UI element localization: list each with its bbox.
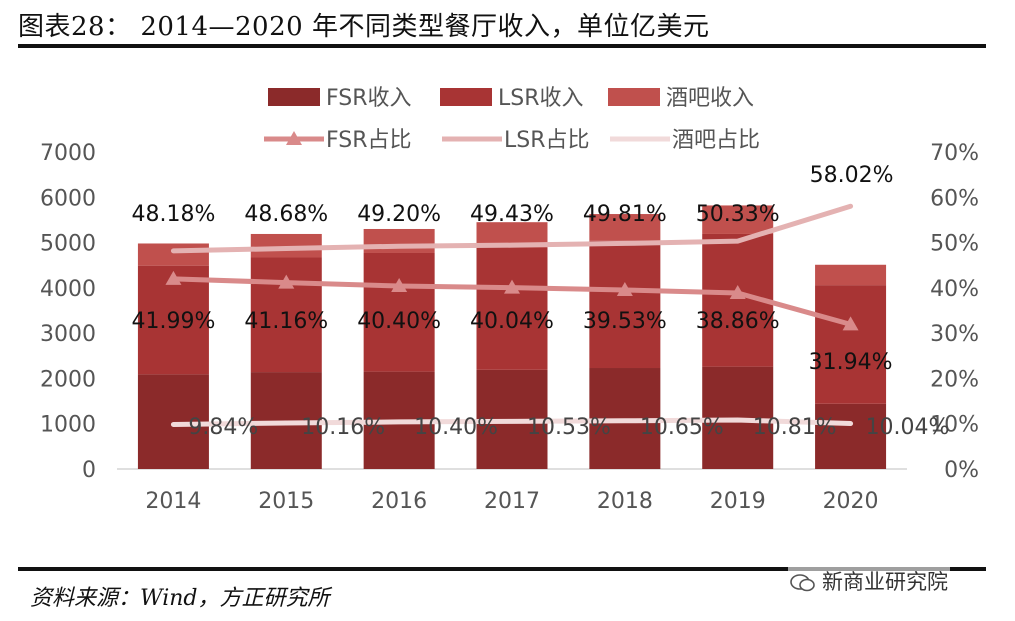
x-axis: 2014 2015 2016 2017 2018 2019 2020 [117,468,907,514]
right-tick-label: 40% [930,277,979,302]
left-tick-label: 4000 [40,277,96,302]
bar-share-label: 10.16% [301,415,385,440]
left-tick-label: 3000 [40,322,96,347]
fsr-share-label: 41.16% [244,309,328,334]
lsr-share-line [170,203,854,254]
legend-lsr-revenue-label: LSR收入 [498,86,584,111]
right-tick-label: 30% [930,322,979,347]
bar-share-label: 10.04% [866,415,950,440]
right-y-axis: 0% 10% 20% 30% 40% 50% 60% 70% [930,141,979,483]
lsr-share-label: 50.33% [696,202,780,227]
bar-fsr-2020 [815,403,887,469]
right-tick-label: 0% [944,458,979,483]
fsr-share-label: 39.53% [583,309,667,334]
fsr-share-label: 38.86% [696,309,780,334]
fsr-share-label: 31.94% [809,350,893,375]
right-tick-label: 60% [930,186,979,211]
x-tick-label: 2019 [710,489,766,514]
x-tick-label: 2014 [145,489,201,514]
left-tick-label: 6000 [40,186,96,211]
lsr-share-label: 48.18% [131,202,215,227]
fsr-share-marker [278,274,295,289]
title-rule [18,44,986,48]
left-tick-label: 7000 [40,141,96,166]
bar-share-label: 9.84% [188,415,258,440]
legend-fsr-share-label: FSR占比 [326,128,412,153]
right-tick-label: 10% [930,413,979,438]
right-tick-label: 20% [930,367,979,392]
line-series [165,203,859,427]
left-tick-label: 5000 [40,232,96,257]
source-note: 资料来源：Wind，方正研究所 [30,586,330,611]
fsr-share-marker [391,278,408,293]
x-tick-label: 2017 [484,489,540,514]
x-tick-label: 2018 [597,489,653,514]
watermark-text: 新商业研究院 [822,570,948,594]
bar-share-label: 10.40% [414,415,498,440]
fsr-share-label: 41.99% [131,309,215,334]
bar-bar-2016 [363,228,435,253]
legend-lsr-revenue-swatch [440,88,492,106]
chart-svg: FSR收入 LSR收入 酒吧收入 FSR占比 LSR占比 酒吧占比 0 1000 2000 30… [40,86,979,514]
lsr-share-label: 49.81% [583,202,667,227]
bar-lsr-2018 [589,240,661,369]
left-tick-label: 1000 [40,413,96,438]
bar-share-label: 10.53% [527,415,611,440]
lsr-share-label: 49.43% [470,202,554,227]
fsr-share-label: 40.04% [470,309,554,334]
data-labels: 48.18% 48.68% 49.20% 49.43% 49.81% 50.33% 58.0… [131,163,949,440]
fsr-share-marker [616,281,633,296]
x-tick-label: 2016 [371,489,427,514]
x-tick-label: 2015 [258,489,314,514]
legend-lsr-share-label: LSR占比 [504,128,590,153]
fsr-share-marker [729,285,746,300]
bar-bar-2015 [250,233,322,258]
lsr-share-label: 58.02% [810,163,894,188]
bar-bar-2014 [137,243,209,266]
left-tick-label: 2000 [40,367,96,392]
bar-lsr-2017 [476,247,548,370]
bar-share-line [170,417,854,427]
bar-bar-2020 [815,264,887,286]
wechat-icon [790,574,815,592]
bar-share-label: 10.65% [640,415,724,440]
bar-lsr-2020 [815,285,887,404]
fsr-share-marker [504,279,520,294]
legend-fsr-share-marker [286,131,302,145]
legend-bar-share-label: 酒吧占比 [672,128,760,153]
legend-bar-revenue-swatch [608,88,660,106]
watermark: 新商业研究院 [788,566,950,596]
bar-share-label: 10.81% [753,415,837,440]
chart-legend: FSR收入 LSR收入 酒吧收入 FSR占比 LSR占比 酒吧占比 [264,86,760,153]
left-y-axis: 0 1000 2000 3000 4000 5000 6000 7000 [40,141,96,483]
x-tick-label: 2020 [823,489,879,514]
fsr-share-label: 40.40% [357,309,441,334]
right-tick-label: 70% [930,141,979,166]
left-tick-label: 0 [82,458,96,483]
legend-fsr-revenue-swatch [268,88,320,106]
fsr-share-marker [165,270,182,285]
fsr-share-marker [842,316,859,331]
lsr-share-label: 49.20% [357,202,441,227]
bar-lsr-2016 [363,252,435,372]
legend-fsr-revenue-label: FSR收入 [326,86,412,111]
chart-title: 图表28： 2014—2020 年不同类型餐厅收入，单位亿美元 [18,12,710,42]
bar-series [137,205,887,469]
footer-rule [18,567,986,571]
legend-bar-revenue-label: 酒吧收入 [666,86,754,111]
bar-bar-2018 [589,214,661,241]
right-tick-label: 50% [930,232,979,257]
bar-bar-2019 [702,205,774,234]
lsr-share-label: 48.68% [244,202,328,227]
